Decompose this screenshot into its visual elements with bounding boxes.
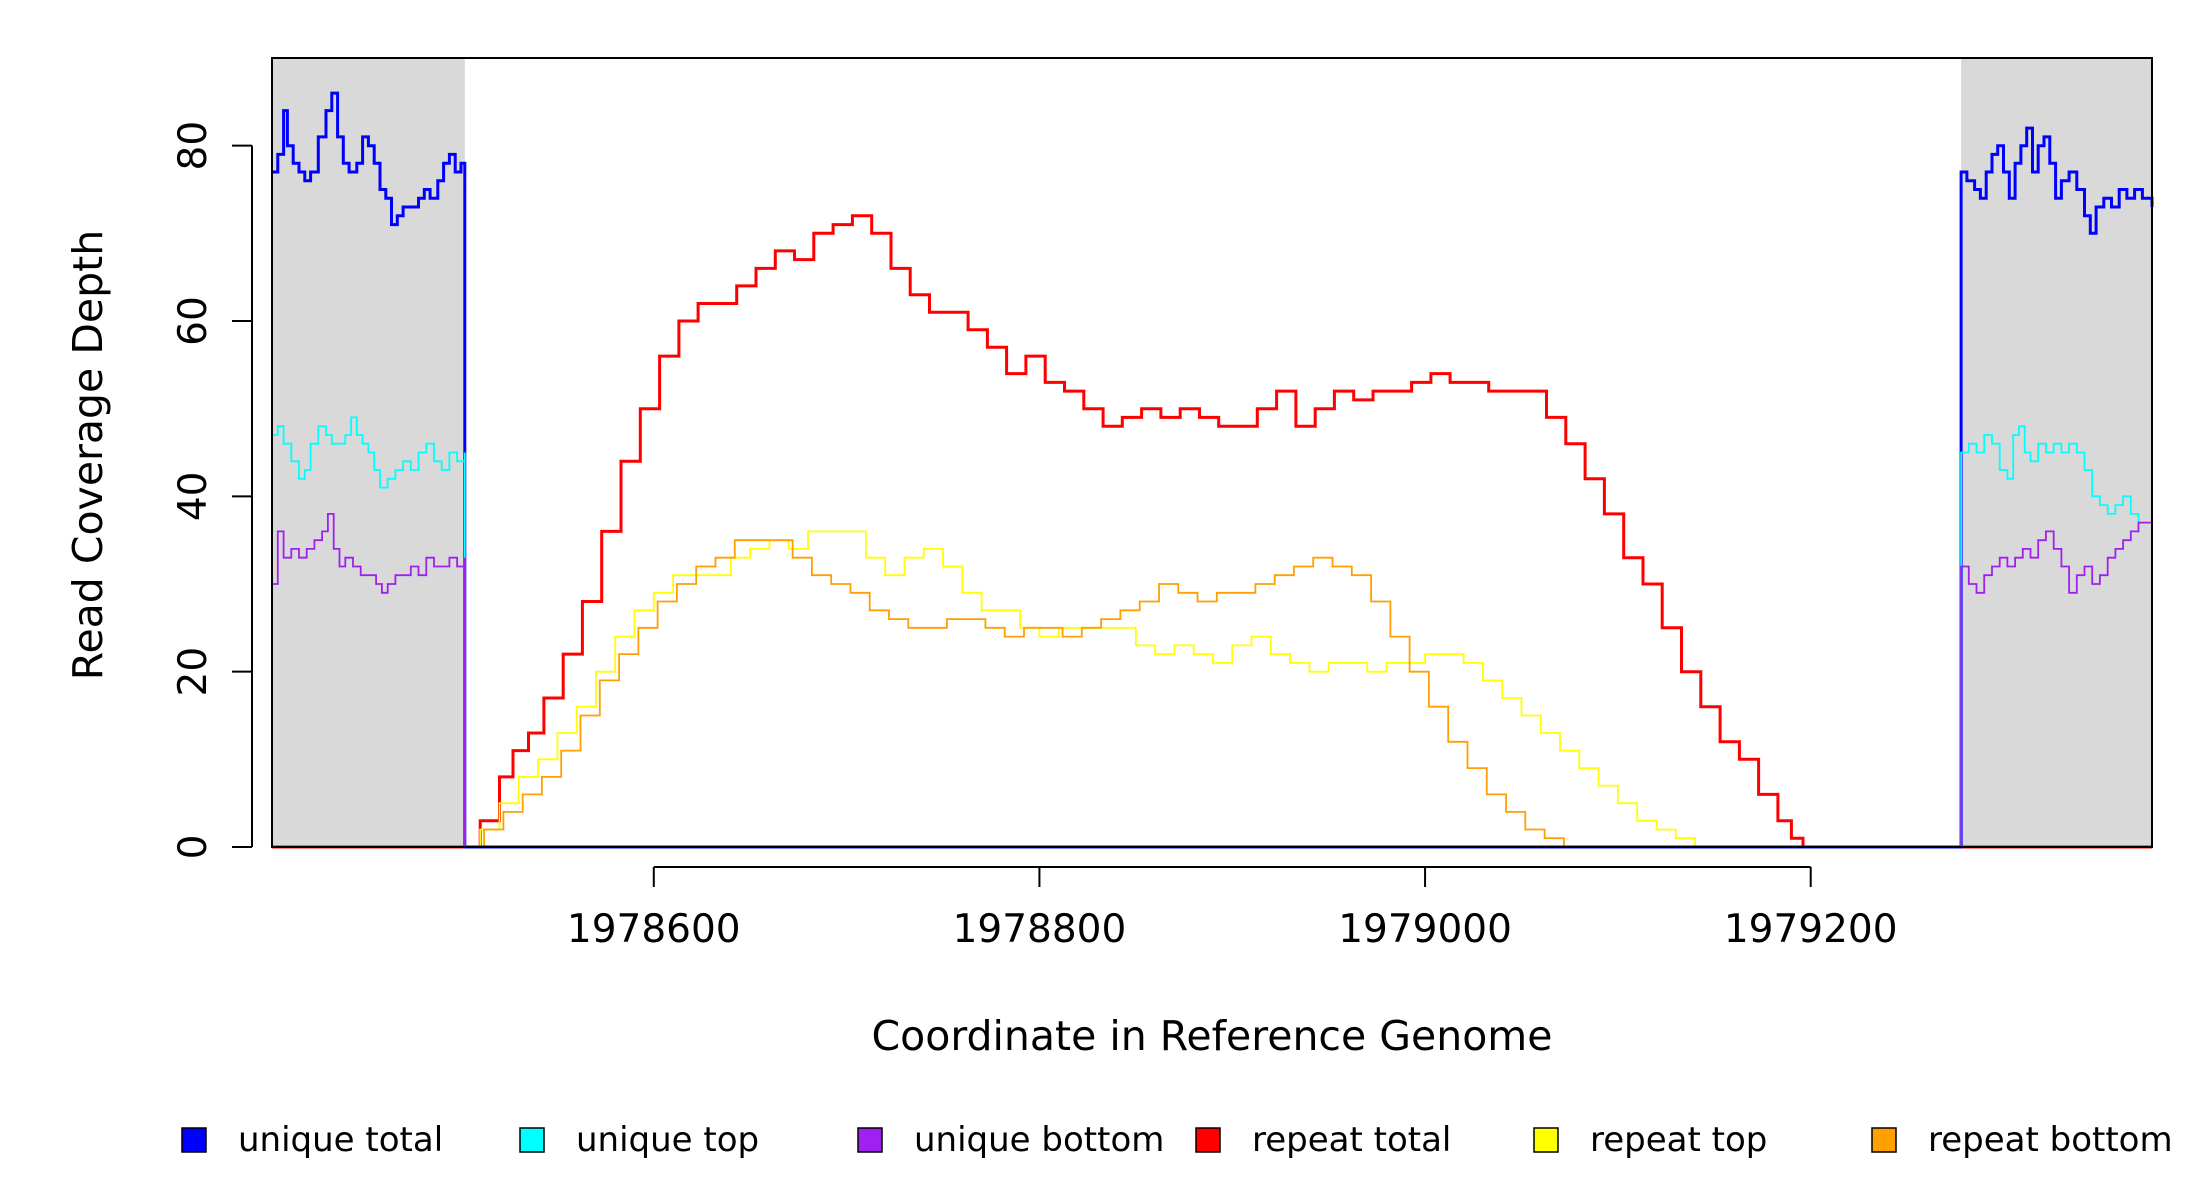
- y-tick-label-20: 20: [171, 647, 216, 697]
- legend-swatch-repeat-total: [1195, 1127, 1221, 1153]
- x-tick-label-1978800: 1978800: [953, 907, 1127, 952]
- series-lines: [272, 91, 2154, 849]
- legend: unique total unique top unique bottom repea…: [181, 1120, 2173, 1160]
- series-line-unique-bottom: [272, 513, 2153, 848]
- legend-label-unique-total: unique total: [238, 1120, 443, 1160]
- y-tick-label-60: 60: [171, 296, 216, 346]
- x-tick-label-1978600: 1978600: [567, 907, 741, 952]
- y-tick-label-80: 80: [171, 121, 216, 171]
- x-tick-label-1979000: 1979000: [1338, 907, 1512, 952]
- legend-label-unique-bottom: unique bottom: [914, 1120, 1164, 1160]
- legend-label-repeat-top: repeat top: [1590, 1120, 1767, 1160]
- series-line-unique-top: [272, 416, 2153, 848]
- series-line-repeat-total: [272, 214, 2152, 849]
- y-tick-label-0: 0: [171, 835, 216, 860]
- legend-swatch-unique-bottom: [857, 1127, 883, 1153]
- legend-swatch-unique-top: [519, 1127, 545, 1153]
- shaded-regions: [272, 58, 2152, 847]
- x-axis-title: Coordinate in Reference Genome: [872, 1012, 1553, 1060]
- x-tick-label-1979200: 1979200: [1724, 907, 1898, 952]
- axes: 1978600 1978800 1979000 1979200 0 20 40 60 80: [171, 121, 1898, 952]
- series-line-unique-total: [272, 91, 2154, 849]
- y-tick-label-40: 40: [171, 472, 216, 522]
- legend-swatch-unique-total: [181, 1127, 207, 1153]
- legend-swatch-repeat-bottom: [1871, 1127, 1897, 1153]
- legend-label-unique-top: unique top: [576, 1120, 759, 1160]
- series-line-repeat-bottom: [272, 539, 2152, 848]
- legend-swatch-repeat-top: [1533, 1127, 1559, 1153]
- plot-frame: [271, 57, 2153, 848]
- y-axis-title: Read Coverage Depth: [64, 230, 112, 680]
- legend-label-repeat-total: repeat total: [1252, 1120, 1451, 1160]
- series-line-repeat-top: [272, 530, 2152, 848]
- legend-label-repeat-bottom: repeat bottom: [1928, 1120, 2173, 1160]
